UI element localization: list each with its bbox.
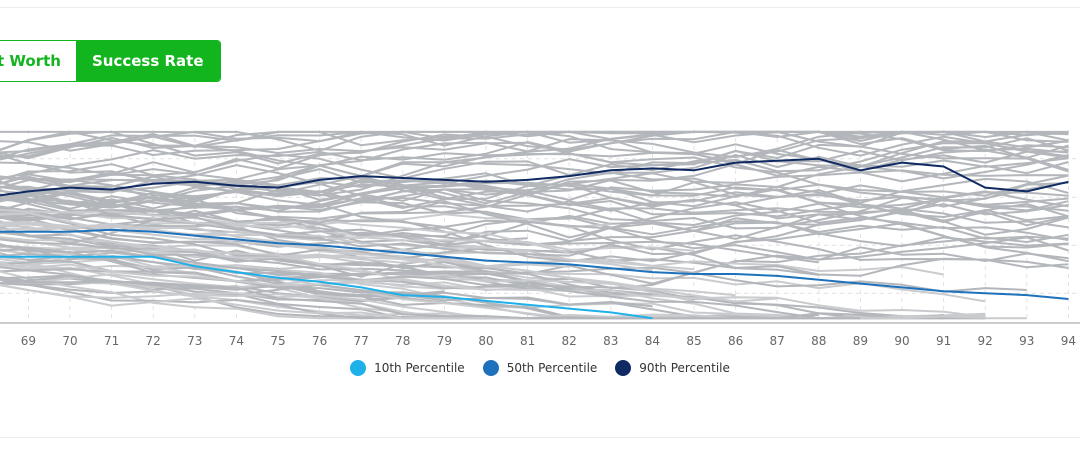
simulation-line	[0, 208, 570, 254]
x-tick-label: 84	[645, 334, 660, 348]
x-tick-label: 71	[104, 334, 119, 348]
net-worth-button[interactable]: t Worth	[0, 41, 76, 81]
bottom-divider	[0, 437, 1080, 438]
simulation-line	[0, 175, 1069, 230]
x-tick-label: 79	[437, 334, 452, 348]
chart-legend: 10th Percentile 50th Percentile 90th Per…	[0, 360, 1080, 376]
legend-item-p10[interactable]: 10th Percentile	[350, 360, 465, 376]
x-tick-label: 83	[603, 334, 618, 348]
simulation-line	[0, 231, 528, 287]
simulation-line	[0, 274, 445, 298]
x-tick-label: 69	[21, 334, 36, 348]
x-tick-label: 89	[853, 334, 868, 348]
simulation-line	[0, 153, 1069, 202]
x-tick-label: 90	[894, 334, 909, 348]
x-tick-label: 70	[62, 334, 77, 348]
x-axis: 69 70 71 72 73 74 75 76 77 78 79 80 81 82 83 84 85 86 87 88…	[0, 322, 1080, 348]
view-toggle: t Worth Success Rate	[0, 40, 221, 82]
x-tick-label: 85	[686, 334, 701, 348]
legend-marker-p90	[615, 360, 632, 376]
x-tick-label: 94	[1061, 334, 1076, 348]
x-tick-label: 91	[936, 334, 951, 348]
simulation-line	[0, 136, 1069, 168]
x-tick-label: 73	[187, 334, 202, 348]
legend-label-p10: 10th Percentile	[374, 361, 465, 375]
simulation-line	[0, 130, 1069, 177]
x-tick-label: 93	[1019, 334, 1034, 348]
simulation-line	[0, 197, 1069, 246]
legend-label-p90: 90th Percentile	[639, 361, 730, 375]
series-line-p10	[0, 255, 653, 320]
x-tick-label: 81	[520, 334, 535, 348]
x-tick-label: 77	[354, 334, 369, 348]
x-tick-label: 78	[395, 334, 410, 348]
simulation-line	[0, 171, 1069, 221]
legend-item-p90[interactable]: 90th Percentile	[615, 360, 730, 376]
legend-marker-p10	[350, 360, 367, 376]
series-line-p90	[0, 157, 1069, 197]
legend-item-p50[interactable]: 50th Percentile	[482, 360, 598, 376]
simulation-line	[0, 130, 1069, 180]
simulation-line	[0, 130, 1069, 184]
x-tick-label: 82	[562, 334, 577, 348]
simulation-lines	[0, 130, 1069, 320]
x-tick-label: 74	[229, 334, 244, 348]
percentile-lines	[0, 157, 1069, 320]
x-tick-label: 76	[312, 334, 327, 348]
simulation-line	[0, 263, 487, 291]
simulation-line	[0, 277, 861, 320]
legend-marker-p50	[482, 360, 499, 376]
x-tick-label: 92	[978, 334, 993, 348]
simulation-line	[0, 238, 570, 292]
x-tick-label: 88	[811, 334, 826, 348]
x-tick-label: 72	[146, 334, 161, 348]
legend-label-p50: 50th Percentile	[506, 361, 598, 375]
simulation-line	[0, 185, 1069, 242]
x-tick-label: 87	[770, 334, 785, 348]
simulation-line	[0, 194, 1069, 257]
x-tick-label: 80	[478, 334, 493, 348]
simulation-line	[0, 147, 1069, 202]
success-rate-button[interactable]: Success Rate	[75, 41, 220, 81]
simulation-line	[0, 221, 819, 264]
x-tick-label: 75	[270, 334, 285, 348]
series-line-p50	[0, 228, 1069, 300]
top-divider	[0, 7, 1080, 8]
x-tick-label: 86	[728, 334, 743, 348]
simulation-line	[0, 179, 1069, 218]
simulation-line	[0, 190, 1069, 240]
